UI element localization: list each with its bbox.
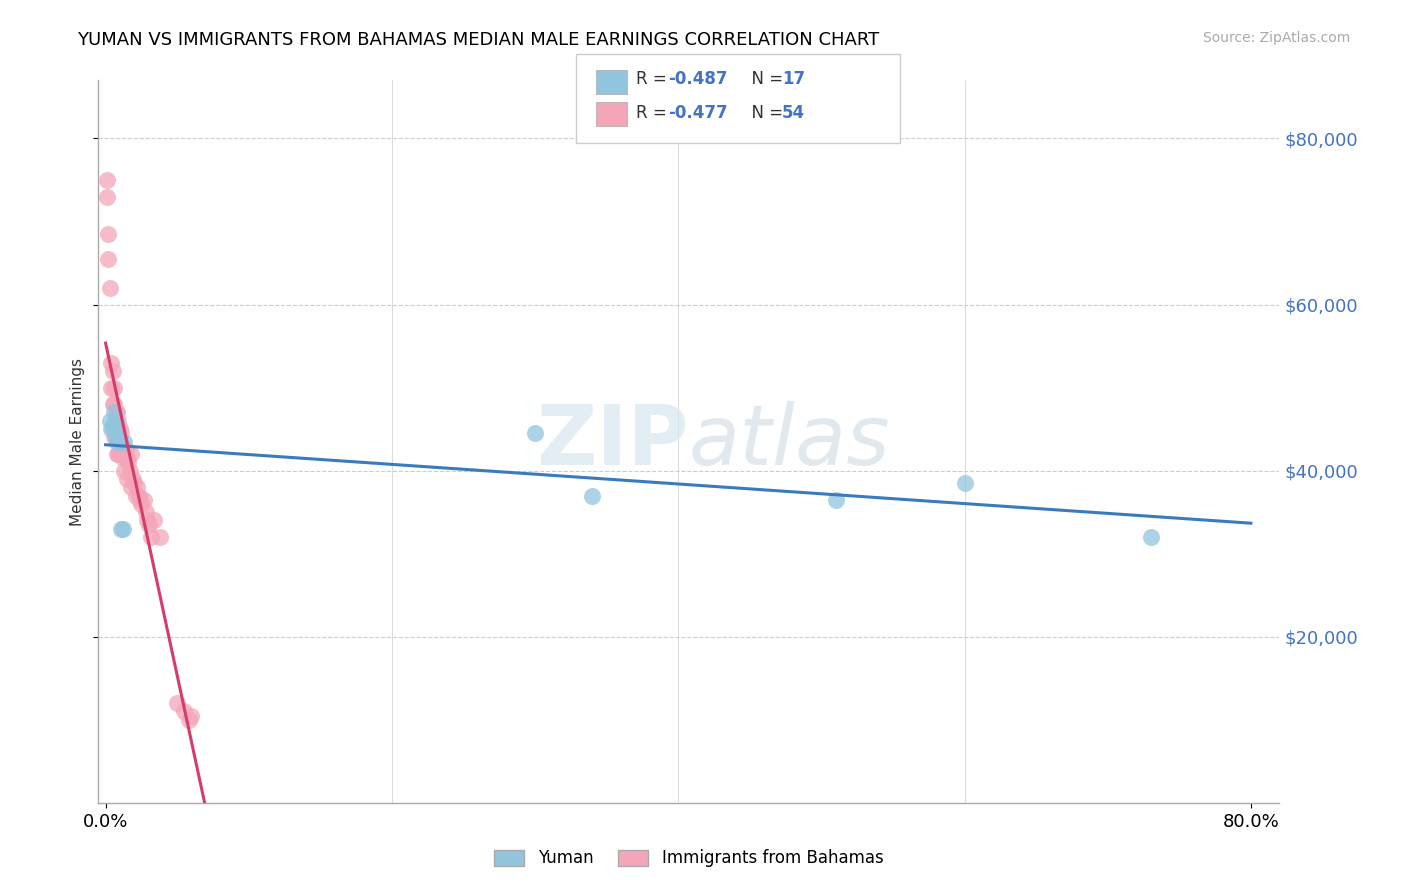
Point xyxy=(131,497,153,511)
Legend: Yuman, Immigrants from Bahamas: Yuman, Immigrants from Bahamas xyxy=(488,843,890,874)
Point xyxy=(97,252,120,266)
Point xyxy=(180,708,202,723)
Text: 17: 17 xyxy=(782,70,804,88)
Point xyxy=(173,705,195,719)
Point xyxy=(166,696,188,710)
Text: -0.487: -0.487 xyxy=(668,70,727,88)
Point xyxy=(135,505,157,519)
Point xyxy=(107,447,129,461)
Point xyxy=(121,472,143,486)
Point xyxy=(101,364,124,378)
Point xyxy=(103,430,125,444)
Point xyxy=(138,517,160,532)
Point xyxy=(100,356,122,370)
Point xyxy=(136,513,159,527)
Point xyxy=(112,434,135,449)
Point xyxy=(134,492,156,507)
Point xyxy=(105,434,128,449)
Point xyxy=(98,414,121,428)
Text: N =: N = xyxy=(741,104,789,122)
Point xyxy=(105,426,128,441)
Point xyxy=(101,397,124,411)
Point xyxy=(953,476,976,491)
Text: Source: ZipAtlas.com: Source: ZipAtlas.com xyxy=(1202,31,1350,45)
Point xyxy=(110,522,132,536)
Text: -0.477: -0.477 xyxy=(668,104,727,122)
Point xyxy=(104,405,127,419)
Text: R =: R = xyxy=(636,70,672,88)
Point xyxy=(122,476,145,491)
Point xyxy=(141,530,163,544)
Point xyxy=(105,447,128,461)
Point xyxy=(125,480,148,494)
Point xyxy=(108,434,131,449)
Point xyxy=(112,447,135,461)
Point xyxy=(101,417,124,432)
Point xyxy=(149,530,172,544)
Point xyxy=(103,380,125,394)
Point xyxy=(100,422,122,436)
Point xyxy=(97,227,120,241)
Point xyxy=(104,430,127,444)
Point xyxy=(824,492,846,507)
Point xyxy=(108,447,131,461)
Point xyxy=(120,480,142,494)
Point xyxy=(96,173,118,187)
Text: R =: R = xyxy=(636,104,672,122)
Point xyxy=(124,489,146,503)
Point xyxy=(118,464,141,478)
Point xyxy=(111,451,134,466)
Point xyxy=(101,422,124,436)
Point xyxy=(110,426,132,441)
Point xyxy=(111,522,134,536)
Point xyxy=(103,405,125,419)
Point xyxy=(105,405,128,419)
Point xyxy=(114,442,136,457)
Point xyxy=(143,513,166,527)
Point xyxy=(129,492,152,507)
Point xyxy=(104,414,127,428)
Text: atlas: atlas xyxy=(689,401,890,482)
Point xyxy=(103,397,125,411)
Point xyxy=(104,430,127,444)
Point xyxy=(120,447,142,461)
Text: ZIP: ZIP xyxy=(537,401,689,482)
Point xyxy=(107,430,129,444)
Point xyxy=(1139,530,1161,544)
Point xyxy=(112,464,135,478)
Point xyxy=(128,489,150,503)
Point xyxy=(524,426,547,441)
Point xyxy=(111,439,134,453)
Point xyxy=(177,713,200,727)
Point xyxy=(117,455,139,469)
Point xyxy=(110,447,132,461)
Point xyxy=(100,380,122,394)
Y-axis label: Median Male Earnings: Median Male Earnings xyxy=(70,358,86,525)
Point xyxy=(115,472,138,486)
Text: N =: N = xyxy=(741,70,789,88)
Point xyxy=(108,422,131,436)
Point xyxy=(96,189,118,203)
Point xyxy=(115,451,138,466)
Point xyxy=(107,430,129,444)
Text: 54: 54 xyxy=(782,104,804,122)
Text: YUMAN VS IMMIGRANTS FROM BAHAMAS MEDIAN MALE EARNINGS CORRELATION CHART: YUMAN VS IMMIGRANTS FROM BAHAMAS MEDIAN … xyxy=(77,31,880,49)
Point xyxy=(98,281,121,295)
Point xyxy=(107,414,129,428)
Point xyxy=(581,489,603,503)
